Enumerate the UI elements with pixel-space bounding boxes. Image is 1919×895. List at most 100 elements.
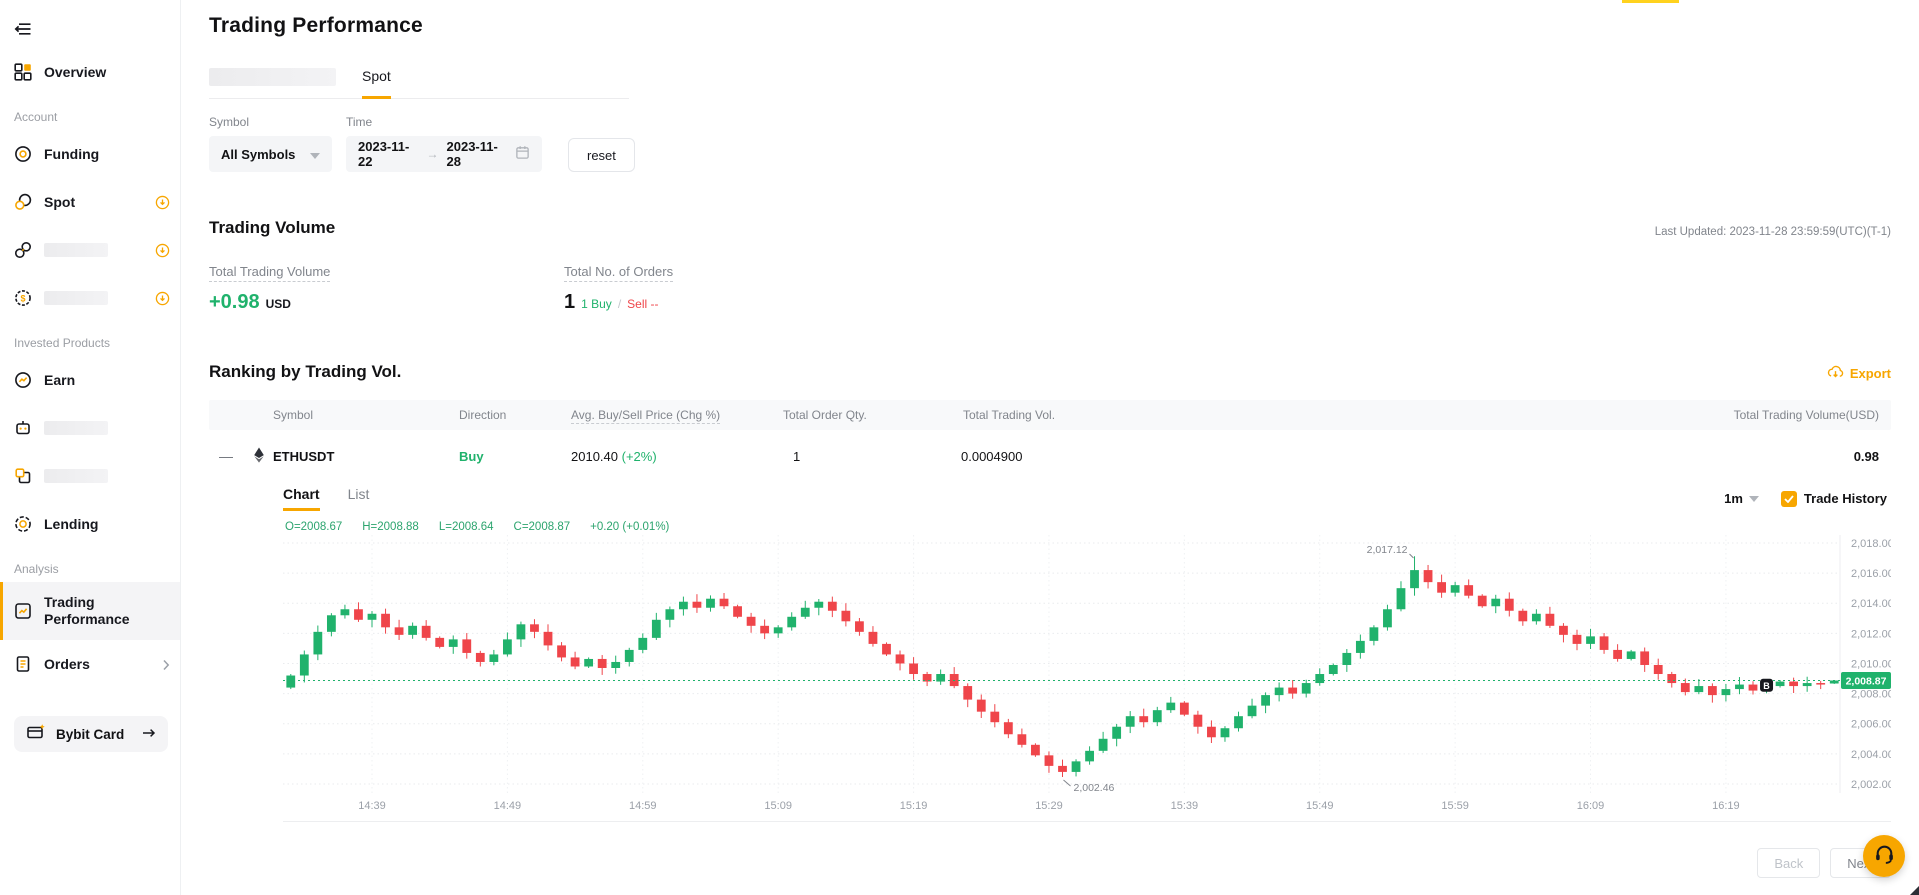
sidebar-item-earn[interactable]: Earn — [0, 356, 180, 404]
page-title: Trading Performance — [209, 14, 423, 37]
lending-icon — [14, 515, 32, 533]
col-trading-vol-usd: Total Trading Volume(USD) — [1733, 408, 1879, 423]
tab-chart[interactable]: Chart — [283, 486, 320, 512]
candlestick-chart[interactable]: 2,018.00 2,016.00 2,014.00 2,012.00 2,010.00… — [283, 535, 1891, 817]
bybit-card-label: Bybit Card — [56, 726, 125, 742]
svg-text:2,004.00: 2,004.00 — [1851, 749, 1891, 761]
total-trading-volume-value: +0.98 — [209, 291, 260, 314]
headset-icon — [1873, 842, 1896, 870]
symbol-select-value: All Symbols — [221, 146, 296, 162]
sidebar-item-redacted-invest-1[interactable] — [0, 404, 180, 452]
svg-text:14:49: 14:49 — [494, 800, 522, 812]
sidebar-item-redacted-account-2[interactable]: $ — [0, 274, 180, 322]
svg-text:2,002.00: 2,002.00 — [1851, 779, 1891, 791]
tab-list[interactable]: List — [347, 486, 370, 503]
orders-buy-count: 1 Buy — [581, 297, 612, 312]
svg-text:2,016.00: 2,016.00 — [1851, 568, 1891, 580]
sidebar-section-label: Account — [14, 110, 58, 124]
legend-low: L=2008.64 — [438, 521, 494, 534]
row-avg-price: 2010.40 (+2%) — [571, 448, 657, 464]
sidebar-collapse-icon[interactable] — [14, 22, 180, 36]
earn-icon — [14, 371, 32, 389]
back-button[interactable]: Back — [1757, 848, 1821, 879]
tab-spot[interactable]: Spot — [362, 68, 391, 100]
sidebar-item-redacted-invest-2[interactable] — [0, 452, 180, 500]
sidebar-item-label: Funding — [44, 145, 100, 162]
svg-text:2,012.00: 2,012.00 — [1851, 629, 1891, 641]
trade-history-toggle[interactable]: Trade History — [1780, 490, 1887, 507]
svg-text:2,008.00: 2,008.00 — [1851, 689, 1891, 701]
support-chat-button[interactable] — [1863, 835, 1905, 877]
account-type-tabs: Spot — [209, 68, 629, 100]
orders-sell-count: Sell -- — [627, 297, 659, 312]
ohlc-legend: O=2008.67 H=2008.88 L=2008.64 C=2008.87 … — [283, 521, 1891, 533]
trade-history-checkbox[interactable] — [1780, 490, 1797, 507]
svg-text:15:29: 15:29 — [1035, 800, 1063, 812]
sidebar-section-label: Analysis — [14, 562, 59, 576]
total-orders-value: 1 — [564, 291, 576, 314]
quick-action-badge-icon[interactable] — [155, 195, 170, 210]
svg-text:B: B — [1763, 681, 1770, 691]
chart-view-tabs: Chart List — [283, 486, 370, 512]
sidebar-item-overview[interactable]: Overview — [0, 48, 180, 96]
sidebar-item-trading-performance[interactable]: Trading Performance — [0, 582, 180, 640]
sidebar-item-lending[interactable]: Lending — [0, 500, 180, 548]
row-direction: Buy — [459, 448, 484, 464]
redacted-label — [44, 243, 108, 257]
svg-text:15:19: 15:19 — [900, 800, 928, 812]
chart-panel: Chart List 1m Trade History — [283, 486, 1891, 823]
collapse-row-icon[interactable]: — — [219, 448, 233, 465]
quick-action-badge-icon[interactable] — [155, 291, 170, 306]
col-direction: Direction — [459, 408, 507, 423]
svg-text:16:09: 16:09 — [1577, 800, 1605, 812]
sidebar-section-label: Invested Products — [14, 336, 111, 350]
total-trading-volume-unit: USD — [265, 297, 291, 312]
interval-select[interactable]: 1m — [1724, 491, 1759, 506]
sidebar-item-label: Trading Performance — [44, 594, 130, 627]
table-row-ethusdt: — ETHUSDT Buy 2010.40 (+2%) 1 0. — [209, 430, 1891, 482]
sidebar-item-funding[interactable]: Funding — [0, 130, 180, 178]
orders-separator: / — [617, 297, 622, 312]
reset-button[interactable]: reset — [568, 138, 635, 173]
row-vol-usd: 0.98 — [1853, 448, 1879, 464]
svg-text:16:19: 16:19 — [1712, 800, 1740, 812]
export-button[interactable]: Export — [1827, 365, 1891, 382]
arrow-right-icon — [142, 725, 156, 743]
symbol-select[interactable]: All Symbols — [209, 136, 332, 173]
spot-icon — [14, 193, 32, 211]
eth-icon — [253, 447, 265, 466]
redacted-label — [44, 421, 108, 435]
sidebar-item-label: Earn — [44, 371, 76, 388]
bybit-card-button[interactable]: Bybit Card — [14, 716, 168, 752]
svg-text:14:59: 14:59 — [629, 800, 657, 812]
sidebar-item-orders[interactable]: Orders — [0, 640, 180, 688]
grid-icon — [14, 63, 32, 81]
link-icon — [14, 241, 32, 259]
symbol-filter: Symbol All Symbols — [209, 115, 332, 173]
col-symbol: Symbol — [273, 408, 314, 423]
svg-text:2,008.87: 2,008.87 — [1846, 676, 1887, 688]
interval-value: 1m — [1724, 491, 1743, 507]
ranking-table: Symbol Direction Avg. Buy/Sell Price (Ch… — [209, 400, 1891, 482]
svg-text:$: $ — [20, 293, 25, 303]
total-orders-stat: Total No. of Orders 1 1 Buy / Sell -- — [564, 264, 1891, 314]
date-range-picker[interactable]: 2023-11-22 → 2023-11-28 — [346, 136, 542, 173]
filters-row: Symbol All Symbols Time 2023-11-22 → 202… — [209, 115, 1891, 173]
legend-open: O=2008.67 — [285, 521, 343, 534]
ranking-heading: Ranking by Trading Vol. — [209, 362, 402, 382]
ranking-table-header: Symbol Direction Avg. Buy/Sell Price (Ch… — [209, 400, 1891, 431]
svg-text:2,014.00: 2,014.00 — [1851, 599, 1891, 611]
sidebar-item-spot[interactable]: Spot — [0, 178, 180, 226]
svg-text:15:39: 15:39 — [1171, 800, 1199, 812]
tab-redacted[interactable] — [209, 68, 336, 98]
sidebar-item-redacted-account-1[interactable] — [0, 226, 180, 274]
volume-stats: Total Trading Volume +0.98 USD Total No.… — [209, 264, 1891, 314]
quick-action-badge-icon[interactable] — [155, 243, 170, 258]
svg-text:2,006.00: 2,006.00 — [1851, 719, 1891, 731]
symbol-filter-label: Symbol — [209, 115, 250, 130]
redacted-label — [44, 469, 108, 483]
bot-icon — [14, 419, 32, 437]
funding-icon — [14, 145, 32, 163]
window-resize-handle[interactable] — [1910, 886, 1919, 895]
